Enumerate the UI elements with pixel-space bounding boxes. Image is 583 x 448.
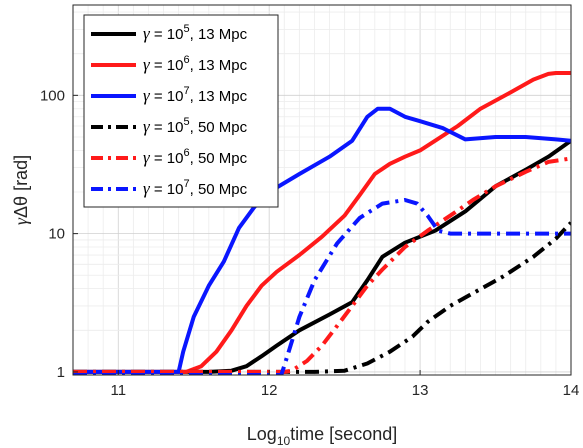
series-line-2 — [73, 71, 571, 374]
y-tick-label: 100 — [40, 87, 65, 104]
legend-label-4: γ = 105, 50 Mpc — [143, 116, 248, 136]
series-line-3 — [73, 106, 571, 374]
legend-label-5: γ = 106, 50 Mpc — [143, 147, 248, 167]
y-tick-label: 10 — [48, 226, 65, 243]
x-tick-label: 13 — [412, 382, 429, 399]
ticks: 11 12 13 14 1 10 100 — [40, 87, 579, 399]
series-layer — [73, 71, 571, 375]
y-tick-label: 1 — [57, 364, 65, 381]
legend: γ = 105, 13 Mpc γ = 106, 13 Mpc γ = 107, 1… — [83, 14, 279, 208]
y-axis-label: γΔθ [rad] — [11, 155, 31, 225]
series-line-5 — [73, 156, 571, 374]
legend-label-1: γ = 105, 13 Mpc — [143, 23, 248, 43]
legend-label-2: γ = 106, 13 Mpc — [143, 54, 248, 74]
axes-box — [72, 4, 572, 376]
legend-label-6: γ = 107, 50 Mpc — [143, 178, 248, 198]
x-tick-label: 11 — [110, 382, 126, 399]
series-line-4 — [73, 221, 571, 374]
x-axis-label: Log10time [second] — [247, 424, 397, 448]
x-tick-label: 12 — [261, 382, 278, 399]
legend-label-3: γ = 107, 13 Mpc — [143, 85, 248, 105]
legend-box — [83, 14, 279, 208]
x-tick-label: 14 — [563, 382, 580, 399]
